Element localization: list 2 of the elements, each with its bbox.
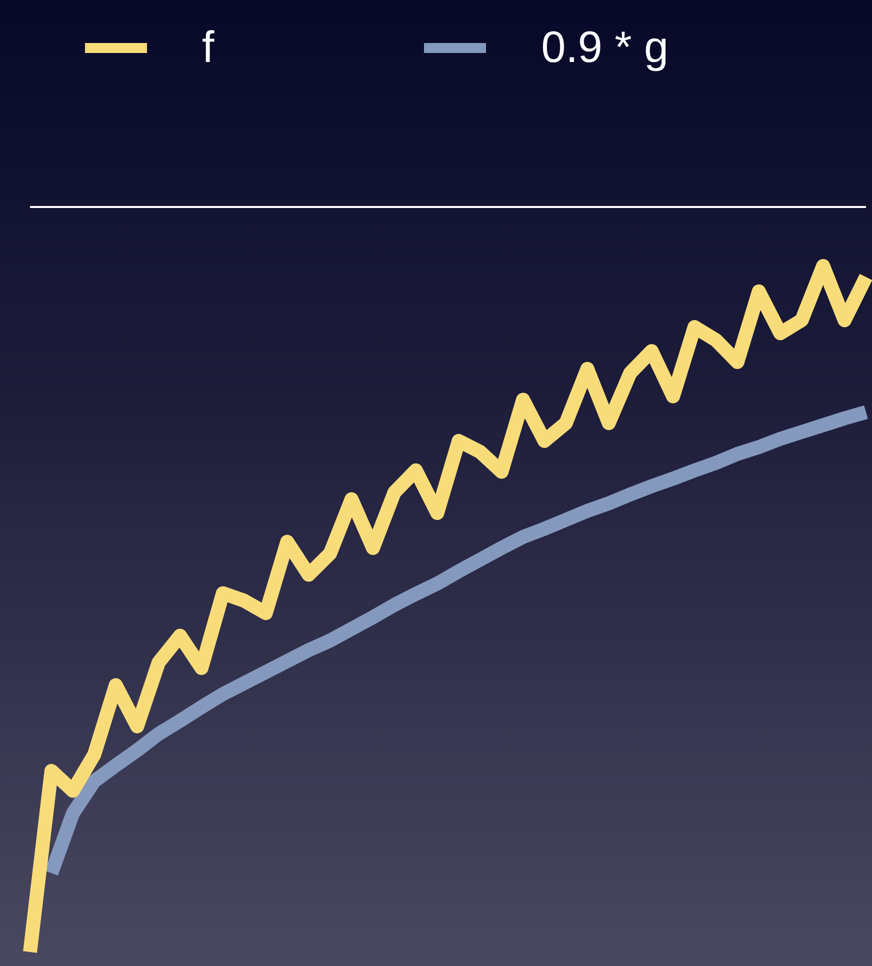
legend-label: 0.9 * g [541,23,668,73]
legend-label: f [202,23,214,73]
